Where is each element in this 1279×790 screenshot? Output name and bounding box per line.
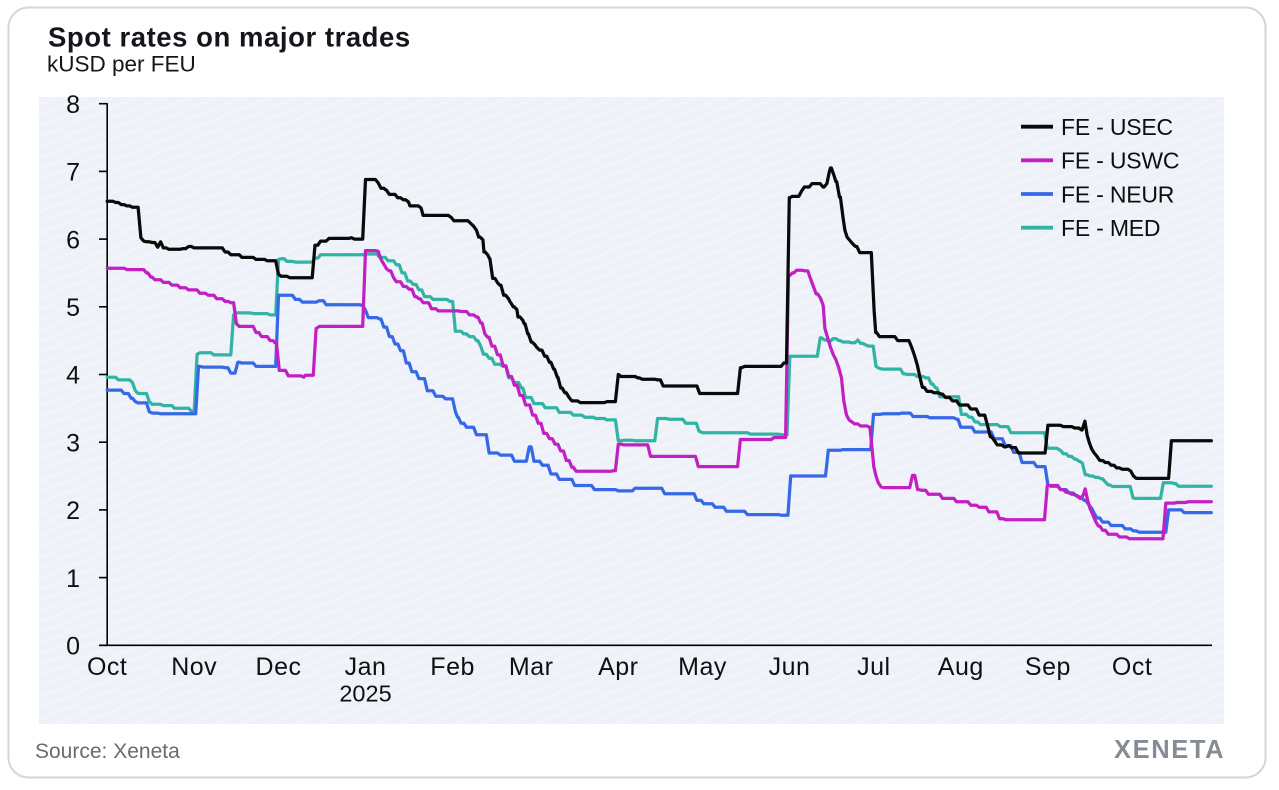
svg-text:XENETA: XENETA <box>1114 736 1225 764</box>
svg-text:3: 3 <box>66 429 80 457</box>
svg-text:Spot rates on major trades: Spot rates on major trades <box>48 22 411 53</box>
svg-text:Oct: Oct <box>1112 653 1152 681</box>
svg-text:Sep: Sep <box>1025 653 1071 681</box>
svg-text:Aug: Aug <box>938 653 984 681</box>
svg-text:FE - NEUR: FE - NEUR <box>1061 181 1174 207</box>
svg-text:Nov: Nov <box>171 653 217 681</box>
svg-text:Dec: Dec <box>256 653 302 681</box>
svg-text:Source: Xeneta: Source: Xeneta <box>35 740 180 763</box>
svg-text:7: 7 <box>66 159 80 187</box>
svg-text:kUSD per FEU: kUSD per FEU <box>47 52 196 77</box>
svg-text:5: 5 <box>66 294 80 322</box>
svg-text:FE - USEC: FE - USEC <box>1061 114 1173 140</box>
svg-text:4: 4 <box>66 362 80 390</box>
svg-text:2: 2 <box>66 497 80 525</box>
svg-text:6: 6 <box>66 226 80 254</box>
svg-text:1: 1 <box>66 565 80 593</box>
svg-text:FE - USWC: FE - USWC <box>1061 148 1179 174</box>
svg-text:May: May <box>678 653 727 681</box>
svg-text:Mar: Mar <box>509 653 554 681</box>
svg-text:Jun: Jun <box>769 653 811 681</box>
svg-text:Jan: Jan <box>345 653 387 681</box>
svg-text:2025: 2025 <box>339 681 391 707</box>
svg-text:8: 8 <box>66 91 80 119</box>
svg-text:0: 0 <box>66 633 80 661</box>
svg-text:Jul: Jul <box>857 653 890 681</box>
svg-text:FE - MED: FE - MED <box>1061 215 1160 241</box>
svg-text:Feb: Feb <box>430 653 475 681</box>
svg-text:Apr: Apr <box>598 653 638 681</box>
svg-text:Oct: Oct <box>87 653 127 681</box>
